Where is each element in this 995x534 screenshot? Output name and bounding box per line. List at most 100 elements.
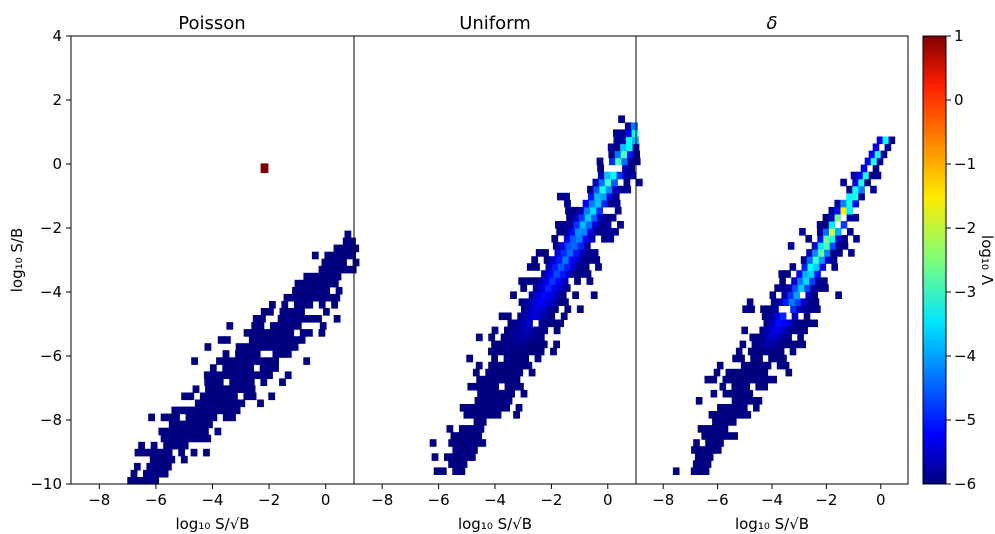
heatmap-cell	[475, 432, 483, 440]
heatmap-cell	[206, 420, 213, 429]
heatmap-cell	[333, 293, 341, 302]
heatmap-cell	[749, 397, 757, 405]
heatmap-cell	[731, 397, 739, 405]
heatmap-cell	[497, 404, 504, 412]
heatmap-cell	[785, 333, 792, 342]
heatmap-cell	[779, 333, 786, 342]
heatmap-cell	[462, 432, 470, 440]
heatmap-cell	[158, 427, 166, 436]
heatmap-cell	[236, 385, 243, 393]
heatmap-cell	[773, 333, 780, 342]
heatmap-cell	[252, 315, 260, 323]
heatmap-cell	[187, 392, 195, 401]
heatmap-cell	[235, 378, 243, 386]
heatmap-cell	[834, 206, 842, 215]
x-tick-label: −4	[484, 491, 506, 509]
heatmap-cell	[460, 439, 468, 447]
heatmap-cell	[848, 249, 855, 257]
heatmap-cell	[793, 340, 800, 349]
heatmap-cell	[795, 326, 802, 335]
heatmap-cell	[811, 291, 818, 299]
heatmap-cell	[576, 235, 584, 243]
heatmap-cell	[472, 404, 479, 412]
heatmap-cell	[190, 406, 197, 415]
heatmap-cell	[811, 319, 818, 328]
x-tick-label: −4	[761, 491, 783, 509]
heatmap-cell	[439, 467, 447, 475]
heatmap-cell	[168, 455, 176, 464]
heatmap-cell	[204, 413, 211, 422]
heatmap-cell	[247, 378, 255, 386]
heatmap-cell	[858, 178, 865, 187]
heatmap-cell	[835, 291, 842, 299]
heatmap-cell	[542, 249, 549, 257]
heatmap-cell	[612, 228, 619, 236]
heatmap-cell	[823, 235, 830, 243]
heatmap-cell	[202, 406, 210, 415]
heatmap-cell	[187, 420, 195, 429]
heatmap-cell	[588, 235, 596, 243]
heatmap-cell	[808, 270, 815, 278]
heatmap-cell	[205, 385, 212, 393]
heatmap-cell	[619, 136, 627, 145]
heatmap-cell	[548, 312, 556, 321]
heatmap-cell	[711, 439, 718, 447]
heatmap-cell	[272, 350, 280, 358]
heatmap-cell	[478, 404, 486, 412]
heatmap-cell	[791, 277, 798, 285]
heatmap-cell	[173, 413, 180, 422]
colorbar-tick-label: −1	[954, 155, 976, 173]
heatmap-cell	[331, 279, 339, 288]
heatmap-cell	[234, 357, 242, 365]
heatmap-cell	[829, 228, 836, 236]
heatmap-cell	[698, 460, 706, 468]
heatmap-cell	[292, 336, 300, 344]
heatmap-cell	[477, 389, 484, 398]
heatmap-cell	[501, 375, 508, 384]
heatmap-cell	[519, 333, 527, 342]
heatmap-cell	[260, 308, 268, 316]
heatmap-cell	[776, 361, 784, 370]
x-tick-label: −6	[428, 491, 450, 509]
heatmap-cell	[627, 157, 635, 166]
heatmap-cell	[739, 340, 747, 349]
heatmap-cell	[140, 448, 148, 457]
heatmap-cell	[697, 425, 705, 433]
heatmap-cell	[179, 434, 187, 443]
heatmap-cell	[164, 427, 172, 436]
heatmap-cell	[513, 319, 521, 328]
heatmap-cell	[284, 350, 292, 358]
heatmap-cell	[222, 357, 230, 365]
heatmap-cell	[146, 462, 154, 471]
heatmap-cell	[553, 326, 561, 335]
heatmap-cell	[489, 389, 497, 398]
heatmap-cell	[495, 389, 503, 398]
heatmap-cell	[196, 406, 204, 415]
heatmap-cell	[803, 312, 811, 321]
heatmap-cell	[523, 312, 531, 321]
heatmap-cell	[181, 441, 189, 450]
heatmap-cell	[528, 368, 536, 377]
heatmap-cell	[722, 389, 730, 398]
y-tick-label: −6	[40, 347, 62, 365]
heatmap-cell	[752, 375, 759, 384]
heatmap-cell	[429, 439, 437, 447]
heatmap-cell	[708, 411, 716, 419]
heatmap-cell	[744, 411, 752, 419]
heatmap-cell	[741, 404, 748, 412]
heatmap-cell	[609, 213, 617, 222]
heatmap-cell	[130, 469, 138, 478]
heatmap-cell	[267, 336, 275, 344]
heatmap-cell	[344, 230, 352, 239]
heatmap-cell	[224, 336, 231, 344]
heatmap-cell	[343, 265, 351, 274]
heatmap-cell	[349, 251, 357, 260]
heatmap-cell	[562, 228, 570, 236]
heatmap-cell	[781, 340, 789, 349]
heatmap-cell	[627, 150, 634, 159]
heatmap-cell	[343, 251, 350, 260]
heatmap-cell	[576, 263, 584, 271]
heatmap-cell	[850, 171, 858, 180]
heatmap-cell	[800, 298, 808, 306]
heatmap-cell	[183, 406, 191, 415]
